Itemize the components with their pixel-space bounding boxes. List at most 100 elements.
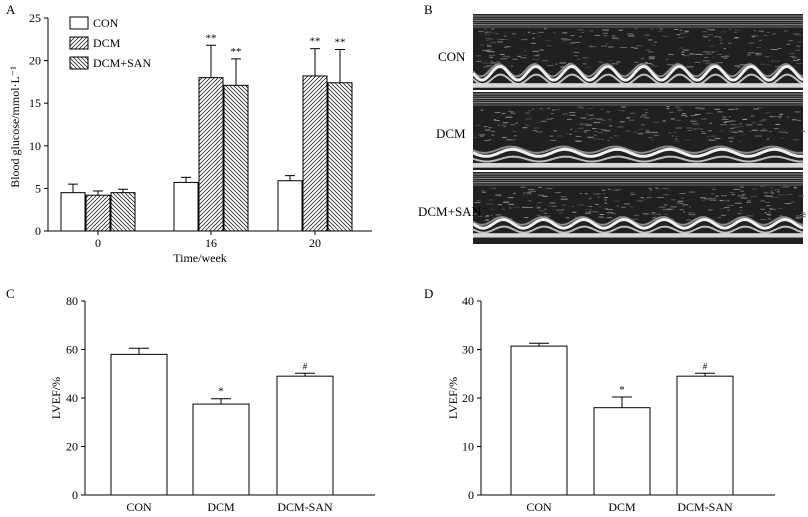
echo-speckle (500, 54, 505, 56)
echo-speckle (573, 52, 580, 54)
echo-speckle (636, 45, 644, 47)
echo-speckle (719, 130, 724, 132)
echo-speckle (566, 39, 572, 41)
echo-speckle (765, 201, 770, 203)
echo-speckle (503, 126, 506, 128)
echo-speckle (774, 115, 778, 117)
echo-speckle (551, 135, 554, 137)
echo-speckle (604, 130, 611, 132)
echo-speckle (753, 30, 757, 32)
echo-speckle (606, 111, 611, 113)
echo-speckle (634, 61, 639, 63)
echo-speckle (562, 204, 567, 206)
echo-speckle (662, 188, 669, 190)
echo-speckle (729, 120, 736, 122)
bar-dcm (198, 77, 224, 232)
echo-speckle (625, 117, 630, 119)
echo-speckle (769, 130, 772, 132)
echo-speckle (649, 189, 653, 191)
echo-speckle (520, 57, 527, 59)
echo-speckle (780, 186, 784, 188)
echo-speckle (473, 136, 477, 138)
echo-speckle (627, 35, 635, 37)
echo-speckle (725, 121, 732, 123)
y-tick-label: 0 (35, 224, 41, 238)
echo-speckle (579, 36, 582, 38)
echo-speckle (686, 219, 692, 221)
echo-speckle (530, 190, 536, 192)
echo-speckle (662, 208, 667, 210)
blood-glucose-chart: Blood glucose/mmol·L⁻¹ Time/week 0 5 10 15 2… (8, 11, 372, 265)
echo-speckle (729, 127, 735, 129)
y-tick-label: 25 (29, 11, 41, 25)
echo-speckle (598, 61, 603, 63)
echo-speckle (751, 129, 758, 131)
echo-speckle (784, 202, 792, 204)
bar-con (110, 353, 168, 496)
echo-speckle (676, 108, 682, 110)
echo-speckle (759, 63, 766, 65)
echo-speckle (514, 135, 517, 137)
echo-speckle (622, 110, 626, 112)
echo-speckle (795, 217, 802, 219)
echo-speckle (710, 193, 715, 195)
echo-speckle (488, 54, 496, 56)
echo-speckle (795, 34, 802, 36)
echo-speckle (490, 214, 493, 216)
echo-speckle (764, 212, 767, 214)
echo-speckle (602, 192, 606, 194)
echo-speckle (728, 130, 732, 132)
echo-speckle (511, 33, 516, 35)
echo-speckle (486, 219, 489, 221)
echo-speckle (550, 113, 554, 115)
echo-speckle (707, 34, 713, 36)
echo-speckle (720, 214, 726, 216)
echo-speckle (577, 58, 580, 60)
echo-speckle (763, 35, 768, 37)
y-tick-label: 20 (462, 391, 474, 405)
echo-speckle (512, 112, 516, 114)
y-tick-label: 20 (66, 440, 78, 454)
echo-speckle (683, 49, 689, 51)
echo-speckle (766, 138, 770, 140)
echo-speckle (778, 194, 785, 196)
echo-speckle (720, 124, 727, 126)
echo-speckle (706, 136, 710, 138)
echo-speckle (675, 62, 679, 64)
echo-speckle (774, 189, 780, 191)
echo-speckle (517, 55, 521, 57)
echo-strip-dcm-san (472, 172, 806, 244)
echo-speckle (769, 187, 773, 189)
echo-speckle (681, 51, 685, 53)
echo-speckle (505, 39, 509, 41)
echo-speckle (580, 193, 583, 195)
echo-speckle (485, 38, 491, 40)
echo-speckle (735, 108, 739, 110)
echo-speckle (749, 130, 752, 132)
echo-speckle (509, 207, 512, 209)
echo-speckle (776, 191, 780, 193)
echo-speckle (488, 199, 492, 201)
echo-speckle (764, 112, 771, 114)
echo-speckle (766, 64, 771, 66)
echo-speckle (724, 207, 730, 209)
echo-speckle (777, 47, 782, 49)
echo-speckle (701, 118, 707, 120)
echo-speckle (479, 135, 484, 137)
echo-speckle (728, 116, 732, 118)
echo-speckle (766, 205, 771, 207)
x-tick-label: 20 (309, 236, 321, 250)
echo-speckle (701, 34, 707, 36)
echo-speckle (602, 33, 608, 35)
echo-speckle (541, 120, 547, 122)
echo-speckle (587, 108, 594, 110)
echo-wall-trace (472, 63, 804, 78)
echo-speckle (760, 208, 765, 210)
echo-speckle (562, 32, 568, 34)
echo-speckle (553, 130, 557, 132)
echo-speckle (709, 122, 712, 124)
echo-speckle (486, 203, 494, 205)
echo-speckle (593, 121, 601, 123)
echo-speckle (604, 202, 608, 204)
echo-speckle (593, 193, 600, 195)
